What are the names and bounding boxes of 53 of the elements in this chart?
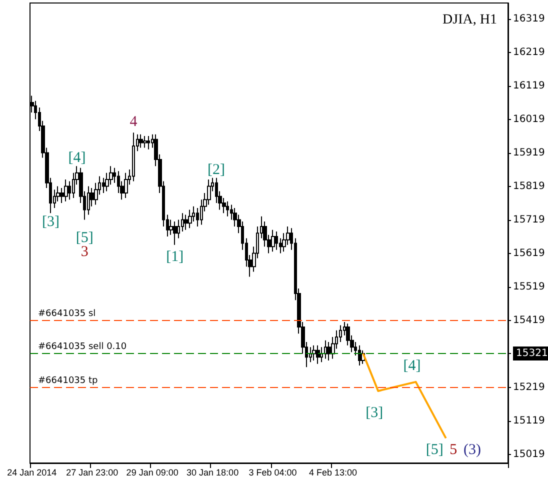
y-tick-label: 16019 — [513, 114, 545, 126]
candlestick — [358, 344, 361, 366]
y-tick-label: 16319 — [513, 14, 545, 25]
candlestick — [147, 136, 150, 150]
candlestick — [226, 200, 229, 217]
candlestick — [143, 136, 147, 148]
x-tick-label: 4 Feb 13:00 — [308, 468, 358, 478]
annotation: [3] — [42, 214, 60, 230]
y-tick-label: 15819 — [513, 181, 545, 192]
candlestick — [64, 179, 68, 202]
y-tick-label: 15619 — [513, 248, 545, 260]
y-tick-label: 15321 — [516, 348, 548, 359]
annotation: [3] — [366, 404, 384, 421]
candlestick — [188, 209, 192, 229]
x-tick-label: 29 Jan 09:00 — [126, 468, 178, 478]
line-series — [362, 352, 447, 440]
x-tick-label: 24 Jan 2014 — [7, 468, 57, 478]
y-tick-label: 15519 — [513, 282, 545, 293]
annotation: [4] — [403, 358, 421, 374]
ref-line-label: #6641035 tp — [38, 376, 98, 386]
y-tick-label: 15119 — [513, 416, 545, 427]
y-tick-label: 15219 — [513, 382, 545, 394]
candlestick — [316, 344, 320, 364]
annotation: (3) — [463, 442, 481, 458]
y-tick-label: 15719 — [513, 214, 545, 226]
candlestick — [324, 340, 327, 360]
candlestick — [124, 172, 128, 198]
y-tick-label: 15019 — [513, 449, 545, 460]
candlestick — [271, 229, 275, 252]
candlestick — [139, 134, 143, 148]
annotation: [4] — [68, 150, 86, 166]
annotation: 5 — [450, 442, 458, 458]
ref-line-label: #6641035 sell 0.10 — [38, 342, 127, 352]
candlestick — [102, 177, 105, 194]
x-tick-label: 30 Jan 18:00 — [186, 468, 239, 478]
annotation: [2] — [208, 162, 226, 178]
annotation: 3 — [80, 244, 88, 260]
annotation: [5] — [426, 442, 444, 458]
y-tick-label: 16119 — [513, 80, 545, 92]
candlestick — [132, 132, 135, 182]
candlestick — [173, 220, 177, 246]
x-tick-label: 3 Feb 04:00 — [248, 468, 297, 478]
annotation: 4 — [130, 114, 138, 130]
ref-line-label: #6641035 sl — [38, 309, 96, 320]
y-tick-label: 15919 — [513, 148, 545, 159]
y-tick-label: 16219 — [513, 47, 545, 58]
annotation: [5] — [76, 230, 94, 246]
annotation: [1] — [166, 249, 184, 265]
x-tick-label: 27 Jan 23:00 — [66, 468, 118, 478]
text: DJIA, H1 — [442, 12, 498, 28]
candlestick — [275, 230, 278, 250]
y-tick-label: 15419 — [513, 315, 545, 326]
candlestick — [312, 344, 316, 361]
